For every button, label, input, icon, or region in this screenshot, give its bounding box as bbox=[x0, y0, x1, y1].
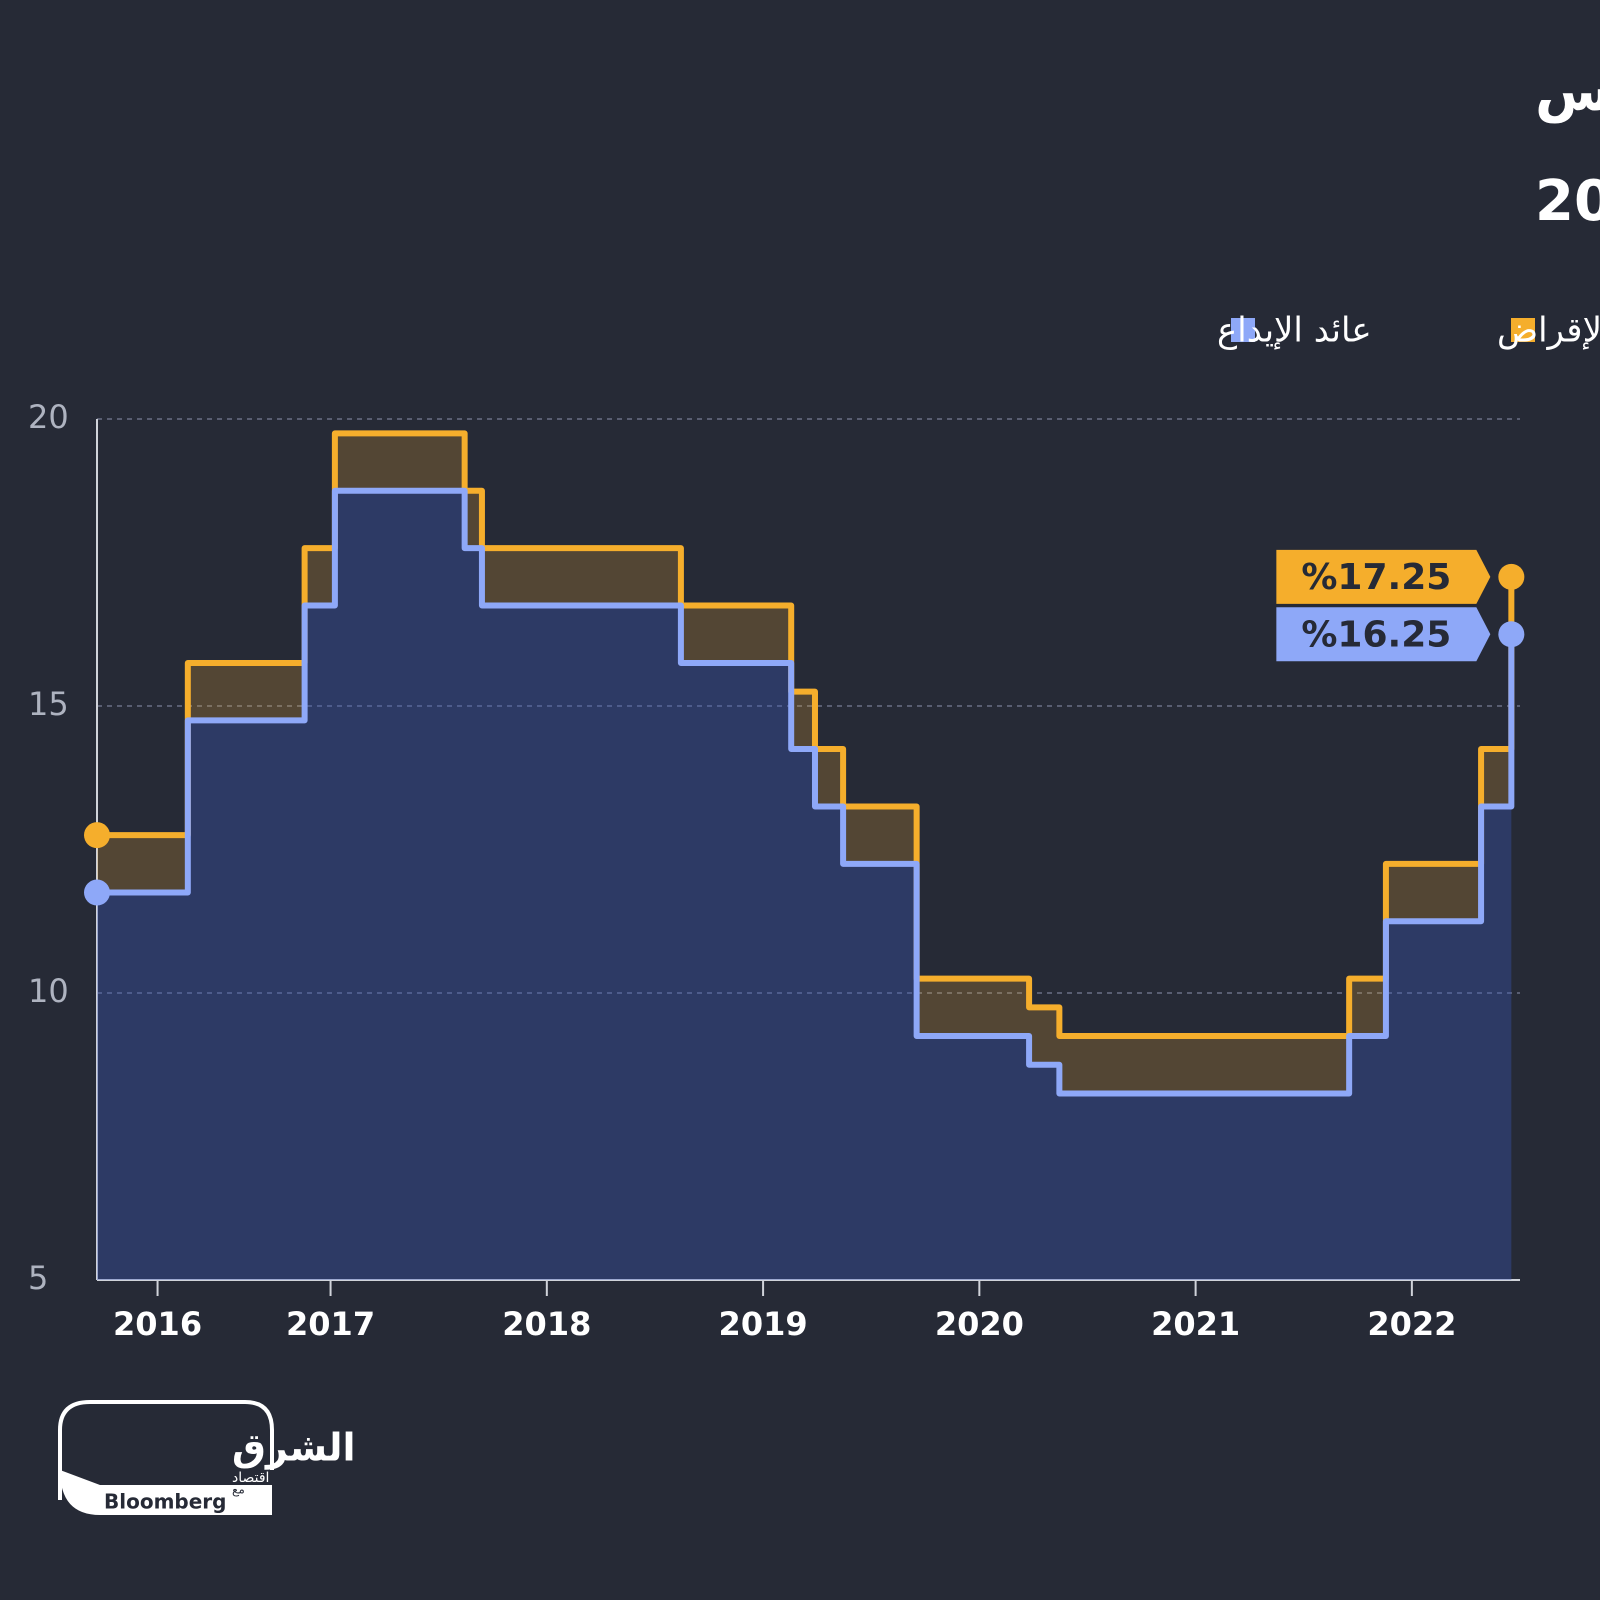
chart-title: في 2022 إلى أعلى مستوى منذ يناير 2019 bbox=[1535, 164, 1600, 234]
x-tick-label: 2020 bbox=[935, 1305, 1024, 1343]
legend-label: عائد الإقراض bbox=[1497, 311, 1600, 351]
x-tick-label: 2016 bbox=[113, 1305, 202, 1343]
y-tick-label: 5 bbox=[28, 1259, 48, 1297]
legend-swatch bbox=[1511, 318, 1535, 342]
logo-section: اقتصاد bbox=[232, 1470, 269, 1486]
chart-title: مصر ترفع أسعار الفائدة 800 نقطة أساس bbox=[1535, 54, 1600, 124]
point bbox=[1498, 563, 1525, 590]
logo-with: مع bbox=[232, 1483, 245, 1497]
band bbox=[97, 433, 1512, 1094]
point bbox=[84, 822, 110, 849]
logo-partner: Bloomberg bbox=[104, 1490, 226, 1514]
x-tick-label: 2018 bbox=[502, 1305, 591, 1343]
x-tick-label: 2017 bbox=[286, 1305, 375, 1343]
value-label: %17.25 bbox=[1301, 557, 1451, 598]
point bbox=[1498, 621, 1525, 648]
point bbox=[84, 879, 110, 906]
logo: الشرق اقتصاد مع Bloomberg bbox=[58, 1400, 356, 1515]
series-line bbox=[97, 487, 1515, 1097]
x-tick-label: 2021 bbox=[1151, 1305, 1240, 1343]
value-label-box bbox=[1276, 607, 1491, 662]
value-label-box bbox=[1276, 549, 1491, 604]
x-tick-label: 2019 bbox=[719, 1305, 808, 1343]
x-tick-label: 2022 bbox=[1367, 1305, 1456, 1343]
legend-label: عائد الإيداع bbox=[1217, 311, 1372, 351]
area bbox=[97, 490, 1512, 1280]
logo-band bbox=[60, 1470, 272, 1515]
value-label: %16.25 bbox=[1301, 614, 1451, 655]
y-tick-label: 15 bbox=[28, 685, 69, 723]
logo-frame bbox=[58, 1400, 274, 1500]
legend-swatch bbox=[1231, 318, 1255, 342]
y-tick-label: 10 bbox=[28, 972, 69, 1010]
y-tick-label: 20 bbox=[28, 398, 69, 436]
logo-name: الشرق bbox=[232, 1426, 356, 1470]
